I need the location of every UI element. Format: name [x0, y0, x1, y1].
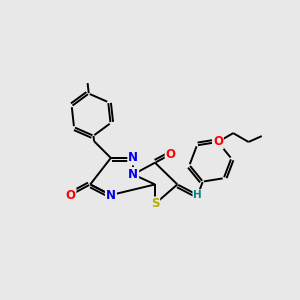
Text: N: N	[106, 188, 116, 202]
Text: S: S	[151, 197, 159, 210]
Text: O: O	[213, 136, 223, 148]
Text: N: N	[128, 168, 138, 181]
Text: O: O	[166, 148, 176, 161]
Text: N: N	[128, 152, 138, 164]
Text: O: O	[65, 188, 76, 202]
Text: H: H	[193, 190, 202, 200]
